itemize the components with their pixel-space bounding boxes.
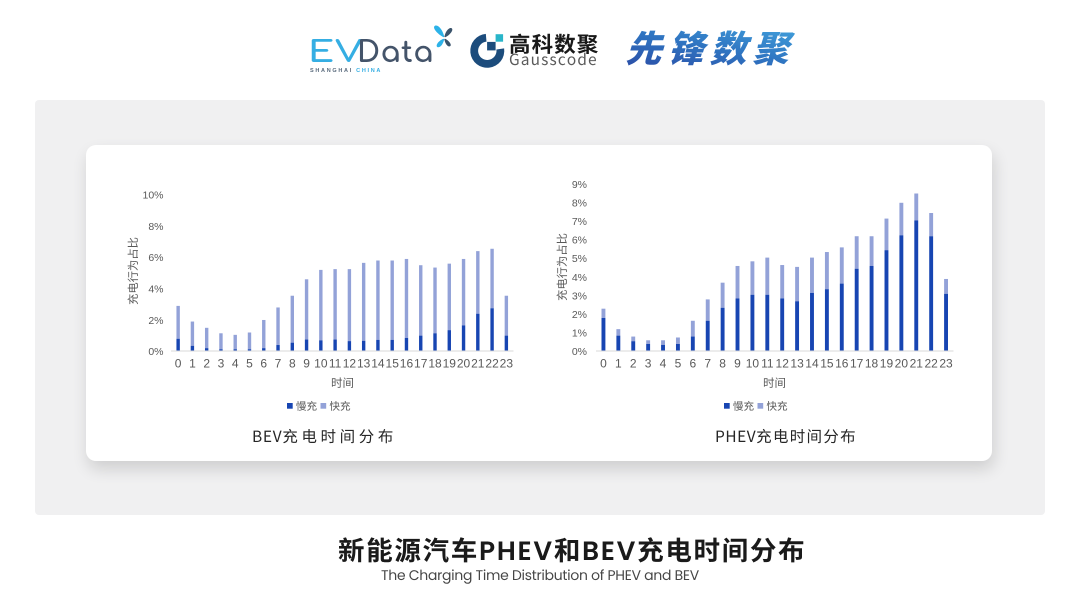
svg-text:8%: 8% <box>148 221 163 233</box>
svg-text:9: 9 <box>303 357 310 371</box>
svg-text:22: 22 <box>485 357 499 371</box>
svg-text:9%: 9% <box>572 179 587 191</box>
svg-text:14: 14 <box>371 357 385 371</box>
svg-text:9: 9 <box>734 357 741 371</box>
svg-text:19: 19 <box>880 357 894 371</box>
svg-text:23: 23 <box>939 357 953 371</box>
svg-text:19: 19 <box>443 357 457 371</box>
svg-text:2: 2 <box>203 357 210 371</box>
svg-text:23: 23 <box>500 357 514 371</box>
svg-text:6: 6 <box>689 357 696 371</box>
svg-text:13: 13 <box>357 357 371 371</box>
svg-text:4: 4 <box>660 357 667 371</box>
svg-text:16: 16 <box>400 357 414 371</box>
svg-text:21: 21 <box>910 357 924 371</box>
svg-text:18: 18 <box>865 357 879 371</box>
svg-text:10%: 10% <box>142 190 163 202</box>
svg-text:11: 11 <box>329 357 342 371</box>
svg-text:10: 10 <box>746 357 760 371</box>
svg-text:12: 12 <box>343 357 357 371</box>
svg-text:14: 14 <box>805 357 819 371</box>
svg-text:5%: 5% <box>572 253 587 265</box>
svg-text:7%: 7% <box>572 216 587 228</box>
svg-text:6%: 6% <box>148 252 163 264</box>
svg-text:7: 7 <box>275 357 282 371</box>
svg-text:4: 4 <box>232 357 239 371</box>
svg-text:17: 17 <box>414 357 428 371</box>
svg-text:20: 20 <box>895 357 909 371</box>
svg-text:15: 15 <box>386 357 400 371</box>
svg-text:16: 16 <box>835 357 849 371</box>
svg-text:6: 6 <box>260 357 267 371</box>
svg-text:3: 3 <box>645 357 652 371</box>
svg-text:2%: 2% <box>572 309 587 321</box>
svg-text:22: 22 <box>924 357 938 371</box>
svg-text:15: 15 <box>820 357 834 371</box>
svg-text:8: 8 <box>289 357 296 371</box>
svg-text:5: 5 <box>675 357 682 371</box>
svg-text:1%: 1% <box>572 328 587 340</box>
svg-text:0%: 0% <box>148 346 163 358</box>
svg-text:7: 7 <box>704 357 711 371</box>
svg-text:8%: 8% <box>572 197 587 209</box>
svg-text:0: 0 <box>600 357 607 371</box>
svg-text:3: 3 <box>218 357 225 371</box>
svg-text:11: 11 <box>761 357 774 371</box>
svg-text:12: 12 <box>776 357 790 371</box>
svg-text:4%: 4% <box>572 272 587 284</box>
svg-text:20: 20 <box>457 357 471 371</box>
svg-text:10: 10 <box>314 357 328 371</box>
svg-text:17: 17 <box>850 357 864 371</box>
svg-text:5: 5 <box>246 357 253 371</box>
svg-text:13: 13 <box>790 357 804 371</box>
svg-text:0: 0 <box>175 357 182 371</box>
svg-text:21: 21 <box>471 357 485 371</box>
svg-text:1: 1 <box>189 357 196 371</box>
svg-text:6%: 6% <box>572 235 587 247</box>
svg-text:18: 18 <box>428 357 442 371</box>
svg-text:2: 2 <box>630 357 637 371</box>
svg-text:0%: 0% <box>572 346 587 358</box>
svg-text:2%: 2% <box>148 315 163 327</box>
svg-text:8: 8 <box>719 357 726 371</box>
svg-text:4%: 4% <box>148 284 163 296</box>
svg-text:3%: 3% <box>572 290 587 302</box>
svg-text:1: 1 <box>615 357 622 371</box>
